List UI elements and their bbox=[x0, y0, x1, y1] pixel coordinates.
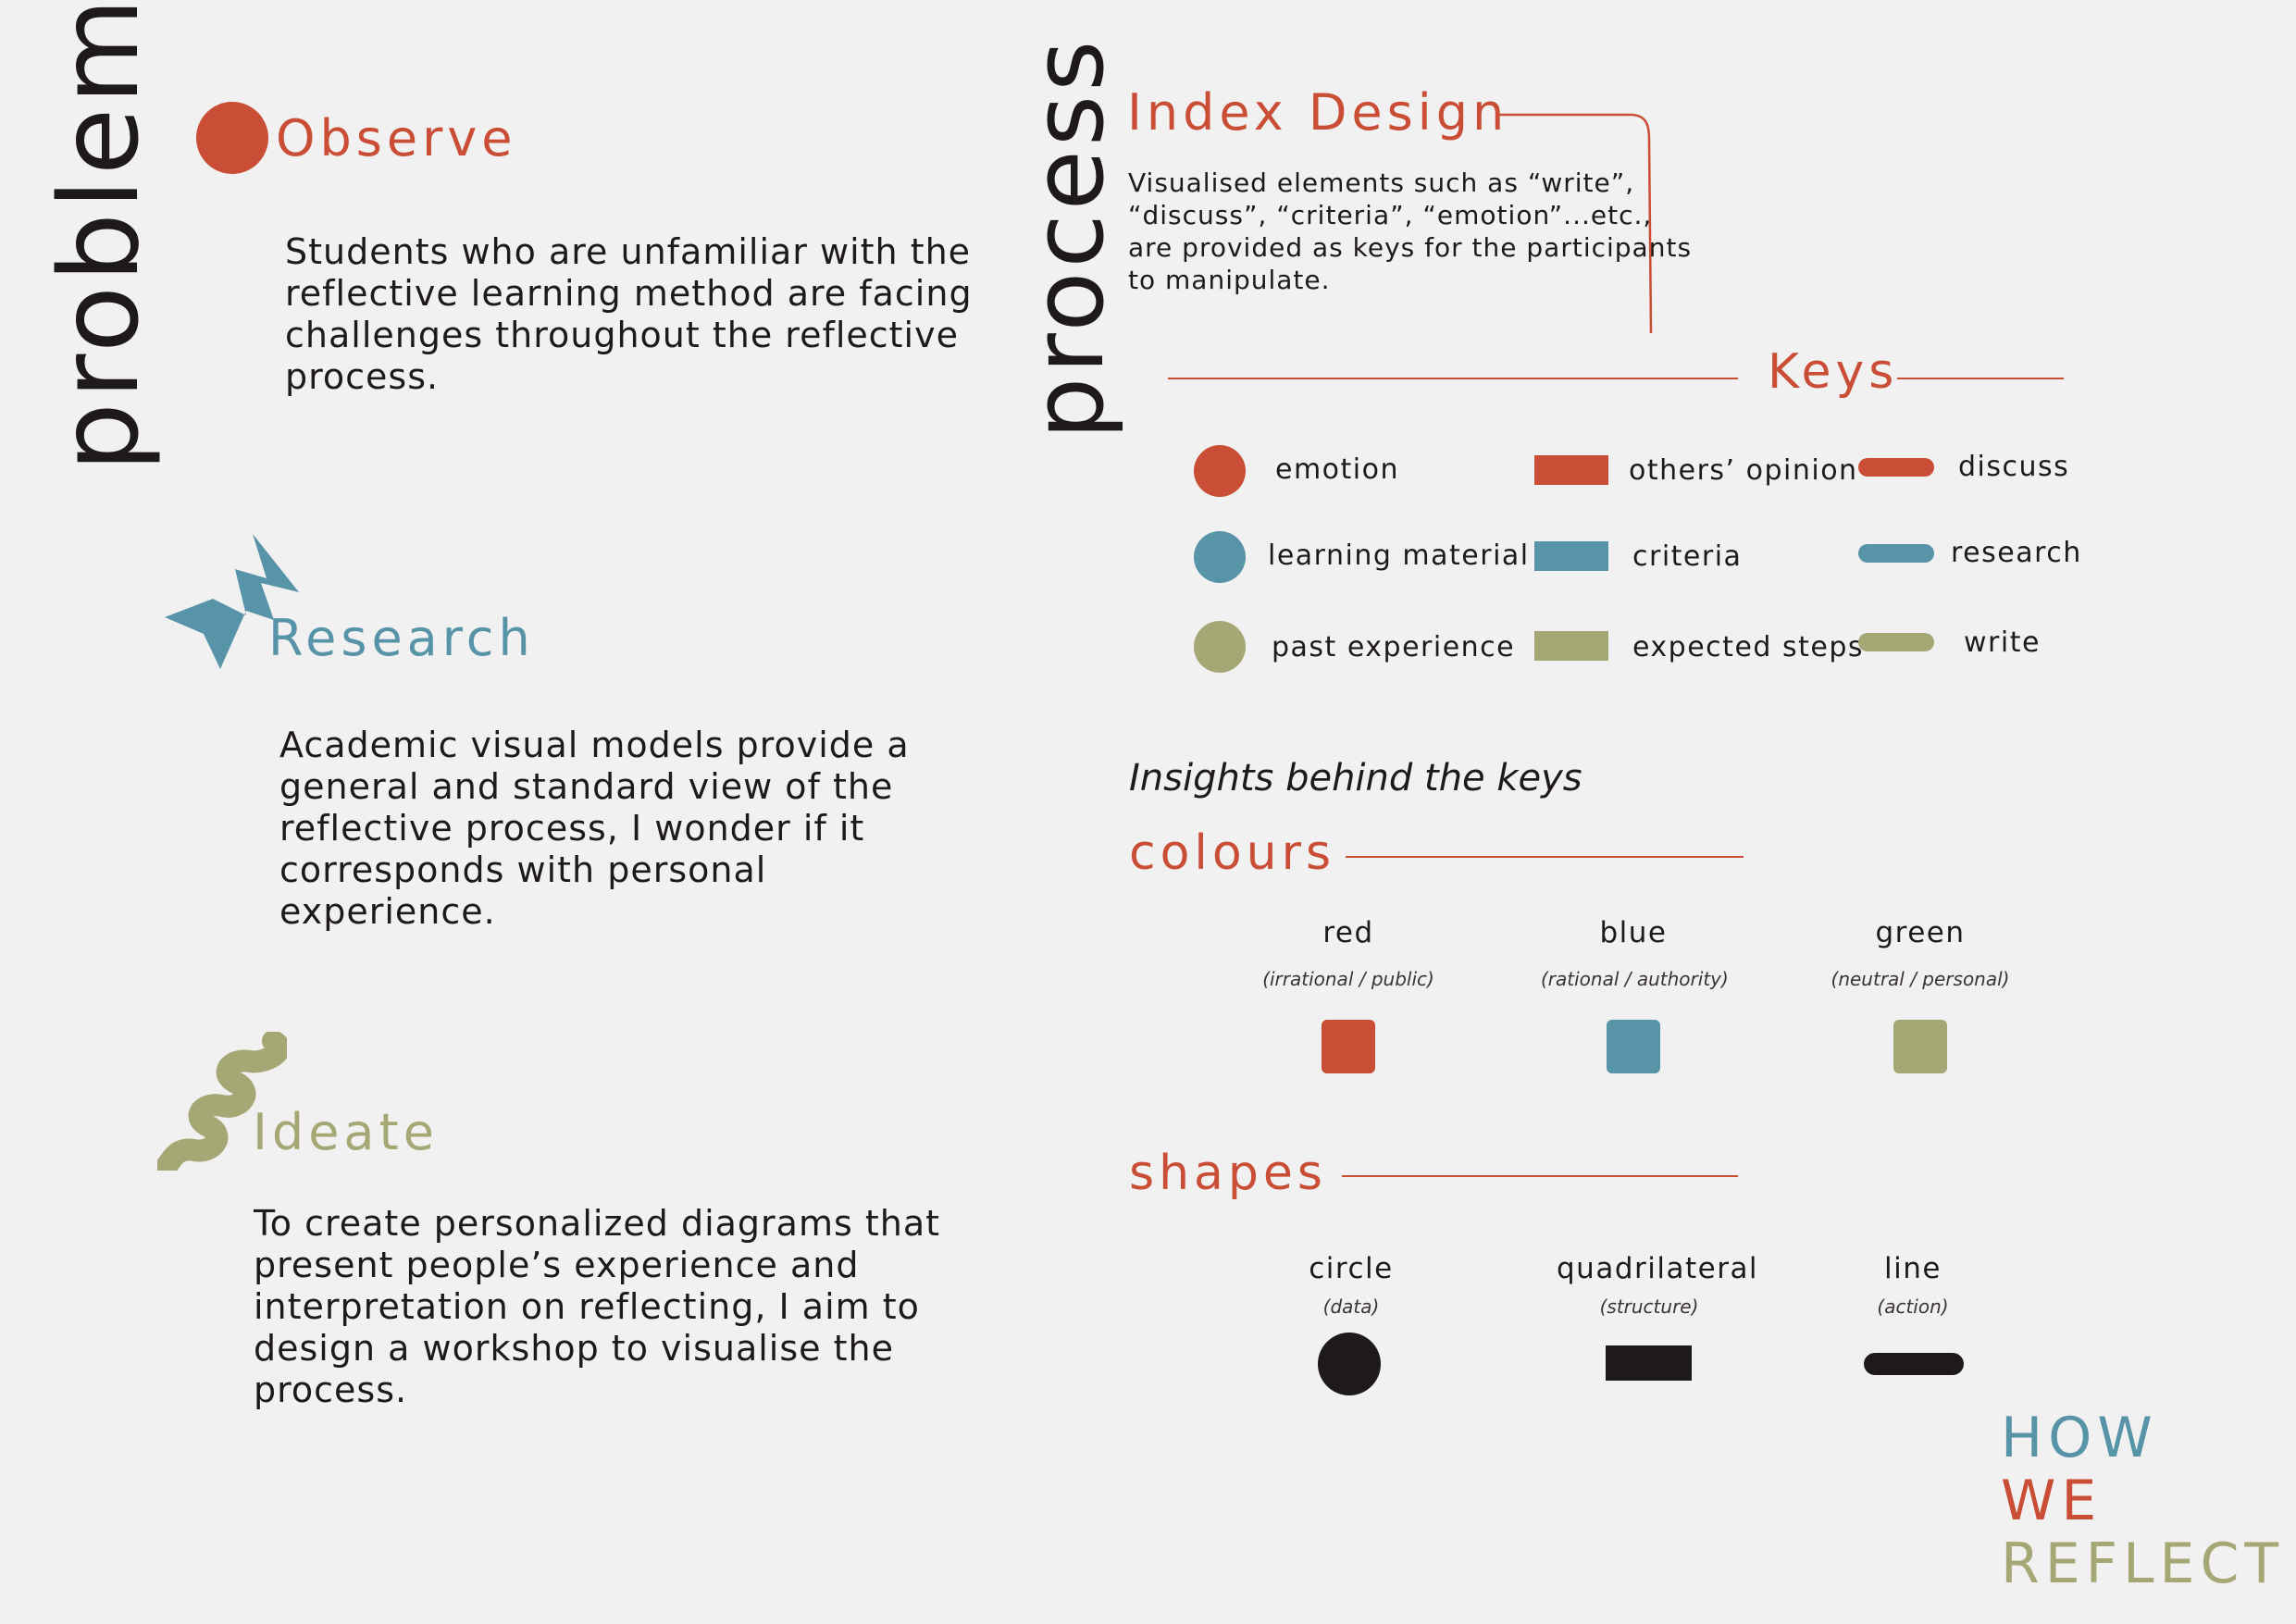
expected-steps-key-rect bbox=[1534, 631, 1608, 661]
circle-shape-label: circle bbox=[1309, 1252, 1394, 1285]
write-key-line bbox=[1858, 633, 1934, 651]
research-text: Academic visual models provide a general… bbox=[279, 725, 910, 932]
red-swatch bbox=[1322, 1020, 1375, 1073]
logo-line-1: HOW bbox=[2001, 1406, 2158, 1470]
green-swatch bbox=[1893, 1020, 1947, 1073]
quadrilateral-shape-label: quadrilateral bbox=[1557, 1252, 1759, 1285]
observe-text: Students who are unfamiliar with the ref… bbox=[285, 231, 973, 397]
emotion-key-label: emotion bbox=[1275, 453, 1400, 486]
emotion-key-circle bbox=[1194, 445, 1246, 497]
others-opinion-key-rect bbox=[1534, 455, 1608, 485]
shapes-rule bbox=[1342, 1175, 1738, 1177]
observe-title: Observe bbox=[276, 109, 517, 167]
blue-swatch bbox=[1607, 1020, 1660, 1073]
index-design-title: Index Design bbox=[1127, 83, 1509, 142]
observe-circle-icon bbox=[196, 102, 268, 174]
discuss-key-label: discuss bbox=[1958, 451, 2070, 483]
quadrilateral-shape-meaning: (structure) bbox=[1599, 1295, 1699, 1318]
problem-heading: problem bbox=[35, 0, 163, 472]
write-key-label: write bbox=[1964, 626, 2041, 659]
line-shape-sample bbox=[1864, 1353, 1964, 1375]
logo-line-2: WE bbox=[2001, 1469, 2103, 1533]
index-design-text: Visualised elements such as “write”, “di… bbox=[1128, 167, 1693, 295]
red-colour-label: red bbox=[1322, 916, 1374, 949]
green-colour-meaning: (neutral / personal) bbox=[1831, 968, 2010, 990]
criteria-key-label: criteria bbox=[1632, 540, 1743, 573]
quadrilateral-shape-sample bbox=[1606, 1345, 1692, 1381]
shapes-title: shapes bbox=[1129, 1146, 1328, 1201]
logo-line-3: REFLECT bbox=[2001, 1531, 2284, 1596]
learning-material-key-circle bbox=[1194, 531, 1246, 583]
green-squiggle-icon bbox=[157, 1032, 287, 1171]
past-experience-key-circle bbox=[1194, 621, 1246, 673]
blue-zigzag-icon bbox=[165, 534, 299, 669]
insights-title: Insights behind the keys bbox=[1129, 757, 1582, 800]
keys-rule-left bbox=[1168, 378, 1738, 379]
colours-title: colours bbox=[1129, 825, 1336, 881]
index-connector-line bbox=[1496, 113, 1653, 334]
criteria-key-rect bbox=[1534, 541, 1608, 571]
keys-title: Keys bbox=[1768, 344, 1899, 400]
expected-steps-key-label: expected steps bbox=[1632, 631, 1864, 663]
past-experience-key-label: past experience bbox=[1272, 631, 1516, 663]
others-opinion-key-label: others’ opinion bbox=[1629, 454, 1858, 487]
ideate-text: To create personalized diagrams that pre… bbox=[254, 1203, 941, 1410]
how-we-reflect-logo: HOW WE REFLECT bbox=[2001, 1407, 2284, 1595]
red-colour-meaning: (irrational / public) bbox=[1262, 968, 1434, 990]
ideate-title: Ideate bbox=[253, 1103, 439, 1161]
line-shape-label: line bbox=[1884, 1252, 1942, 1285]
discuss-key-line bbox=[1858, 458, 1934, 477]
research-title: Research bbox=[268, 609, 535, 667]
research-key-line bbox=[1858, 544, 1934, 563]
keys-rule-right bbox=[1897, 378, 2064, 379]
circle-shape-sample bbox=[1318, 1333, 1381, 1395]
research-key-label: research bbox=[1951, 537, 2082, 569]
blue-colour-label: blue bbox=[1599, 916, 1668, 949]
colours-rule bbox=[1346, 856, 1744, 858]
circle-shape-meaning: (data) bbox=[1322, 1295, 1380, 1318]
line-shape-meaning: (action) bbox=[1877, 1295, 1949, 1318]
blue-colour-meaning: (rational / authority) bbox=[1541, 968, 1729, 990]
process-heading: process bbox=[1011, 36, 1125, 440]
learning-material-key-label: learning material bbox=[1268, 539, 1530, 572]
green-colour-label: green bbox=[1875, 916, 1966, 949]
